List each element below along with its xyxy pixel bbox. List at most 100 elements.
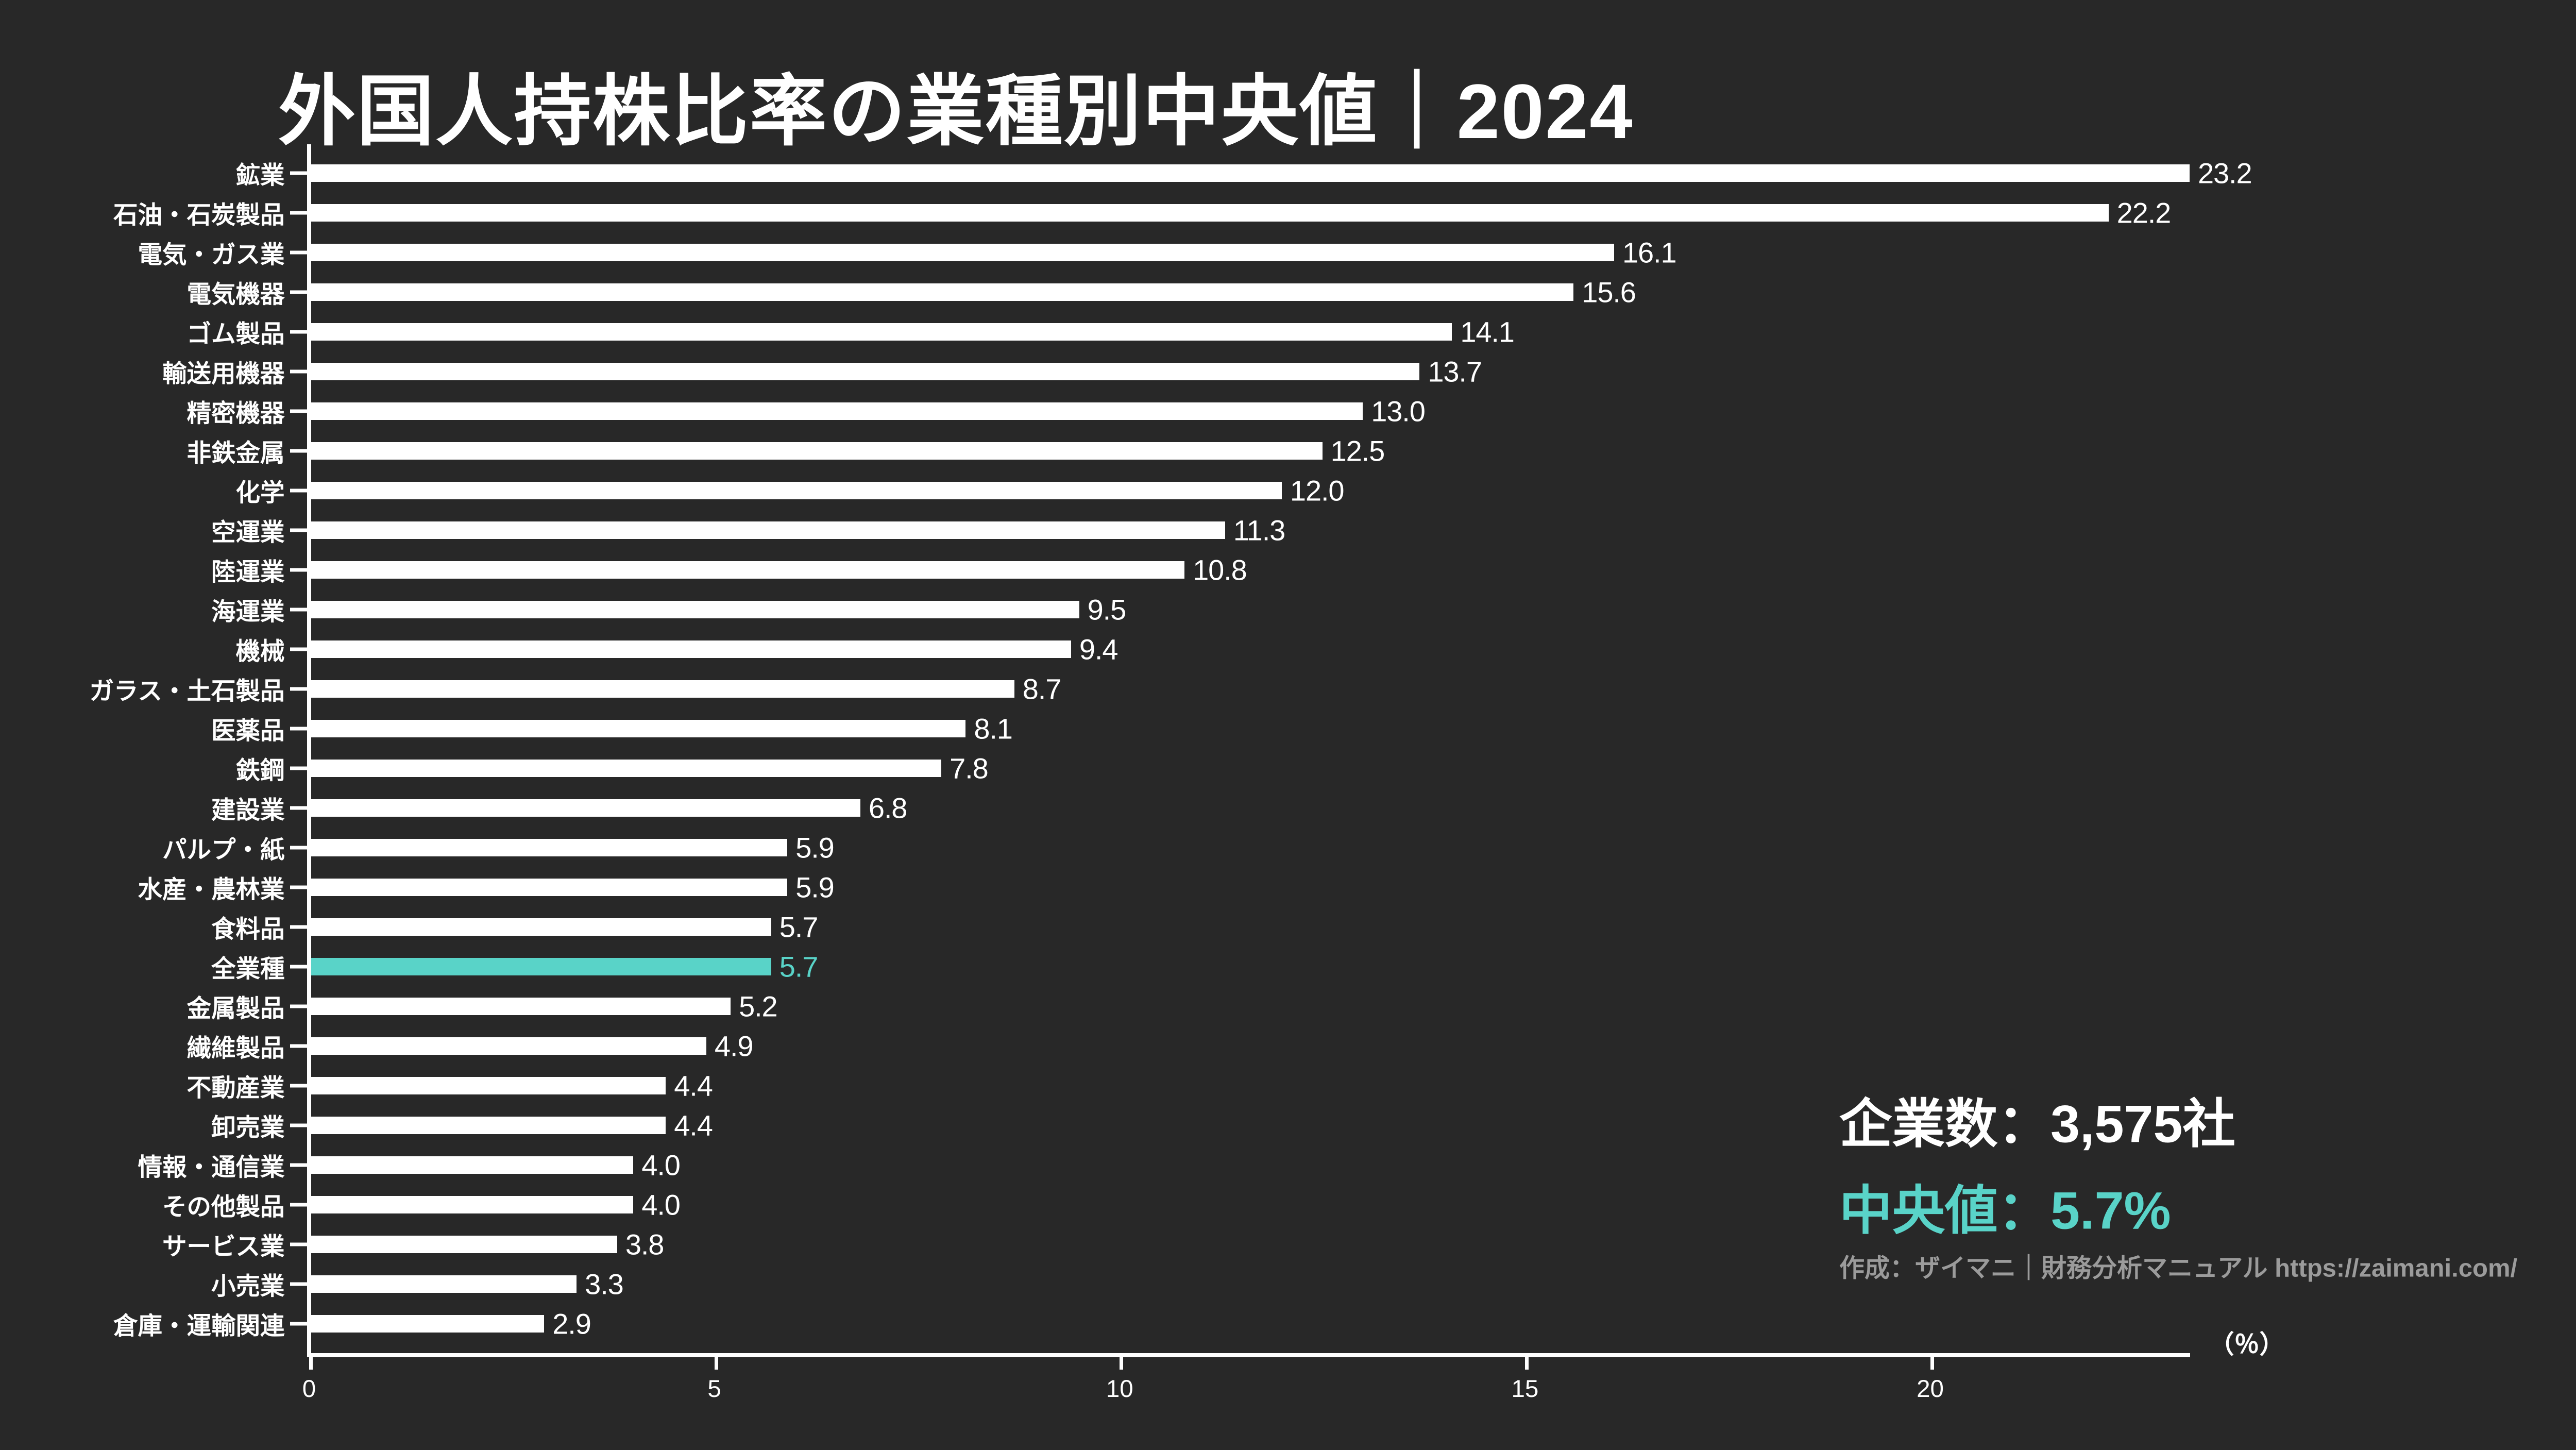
bar-value-label: 3.8	[625, 1228, 665, 1261]
bar	[309, 680, 1014, 698]
bar-value-label: 16.1	[1622, 236, 1677, 269]
x-axis-tick-label: 20	[1917, 1375, 1944, 1403]
company-count-label: 企業数：3,575社	[1839, 1094, 2236, 1154]
category-label: サービス業	[162, 1233, 285, 1261]
y-axis-tick	[290, 727, 307, 731]
x-axis-line	[307, 1353, 2190, 1357]
x-axis-tick	[1524, 1355, 1529, 1370]
bar-value-label: 5.7	[779, 950, 819, 983]
bar-value-label: 8.7	[1022, 672, 1062, 705]
bar-value-label: 4.0	[641, 1188, 681, 1221]
category-label: 水産・農林業	[138, 876, 285, 904]
y-axis-tick	[290, 1123, 307, 1127]
category-label: 小売業	[211, 1273, 285, 1301]
y-axis-tick	[290, 1084, 307, 1088]
y-axis-tick	[290, 885, 307, 889]
y-axis-tick	[290, 925, 307, 929]
bar	[309, 323, 1452, 341]
category-label: 陸運業	[211, 559, 285, 586]
bar-value-label: 3.3	[585, 1268, 624, 1301]
category-label: 輸送用機器	[162, 360, 285, 388]
y-axis-tick	[290, 1044, 307, 1048]
y-axis-tick	[290, 250, 307, 255]
bar	[309, 601, 1079, 618]
x-axis-unit-label: （％）	[2209, 1330, 2285, 1359]
y-axis-tick	[290, 409, 307, 413]
bar-value-label: 12.5	[1330, 434, 1385, 467]
bar	[309, 720, 966, 737]
x-axis-tick-label: 10	[1106, 1375, 1133, 1403]
bar	[309, 1117, 666, 1134]
bar-value-label: 4.4	[674, 1069, 713, 1102]
y-axis-tick	[290, 1004, 307, 1008]
bar	[309, 1315, 545, 1333]
category-label: ガラス・土石製品	[89, 678, 285, 705]
bar-value-label: 5.9	[795, 871, 835, 904]
y-axis-tick	[290, 369, 307, 374]
category-label: 非鉄金属	[187, 440, 285, 467]
median-value-label: 中央値：5.7%	[1839, 1181, 2171, 1240]
bar-value-label: 4.9	[714, 1030, 754, 1063]
category-label: その他製品	[162, 1193, 285, 1221]
category-label: 医薬品	[211, 717, 285, 745]
bar-value-label: 13.0	[1371, 395, 1426, 428]
bar	[309, 799, 860, 817]
y-axis-tick	[290, 1322, 307, 1326]
bar-value-label: 14.1	[1460, 315, 1515, 348]
chart-title: 外国人持株比率の業種別中央値｜2024	[278, 68, 1634, 155]
bar-value-label: 5.7	[779, 911, 819, 943]
y-axis-tick	[290, 1163, 307, 1167]
bar	[309, 1196, 634, 1213]
bar	[309, 402, 1363, 420]
bar	[309, 640, 1071, 658]
bar	[309, 482, 1282, 499]
category-label: 化学	[235, 479, 285, 507]
y-axis-tick	[290, 528, 307, 532]
x-axis-tick-label: 5	[707, 1375, 721, 1403]
y-axis-tick	[290, 766, 307, 770]
x-axis-tick	[1120, 1355, 1124, 1370]
bar-value-label: 9.5	[1087, 593, 1127, 626]
bar-value-label: 13.7	[1428, 355, 1482, 388]
bar	[309, 998, 731, 1015]
x-axis-tick-label: 0	[302, 1375, 316, 1403]
category-label: 倉庫・運輸関連	[113, 1312, 285, 1340]
bar-value-label: 7.8	[950, 752, 989, 785]
y-axis-tick	[290, 568, 307, 572]
bar	[309, 839, 788, 856]
bar	[309, 760, 942, 777]
y-axis-tick	[290, 290, 307, 294]
category-label: 機械	[235, 638, 285, 666]
category-label: 海運業	[211, 598, 285, 626]
y-axis-line	[307, 144, 311, 1357]
category-label: 不動産業	[187, 1074, 285, 1102]
x-axis-tick	[309, 1355, 313, 1370]
bar	[309, 283, 1574, 301]
y-axis-tick	[290, 330, 307, 334]
category-label: 繊維製品	[187, 1035, 285, 1063]
bar	[309, 1037, 706, 1055]
bar	[309, 1275, 577, 1293]
category-label: 鉄鋼	[235, 757, 285, 785]
y-axis-tick	[290, 171, 307, 175]
y-axis-tick	[290, 608, 307, 612]
category-label: 卸売業	[211, 1114, 285, 1142]
bar-value-label: 15.6	[1582, 276, 1636, 309]
x-axis-tick-label: 15	[1511, 1375, 1539, 1403]
bar-value-label: 4.0	[641, 1149, 681, 1182]
category-label: 鉱業	[235, 162, 285, 190]
bar-value-label: 12.0	[1290, 474, 1345, 507]
category-label: ゴム製品	[187, 321, 285, 348]
category-label: 空運業	[211, 519, 285, 547]
category-label: 石油・石炭製品	[113, 201, 285, 229]
bar	[309, 918, 771, 936]
category-label: 電気機器	[187, 281, 285, 309]
bar	[309, 244, 1614, 261]
category-label: 金属製品	[187, 995, 285, 1023]
category-label: 精密機器	[187, 400, 285, 428]
y-axis-tick	[290, 965, 307, 969]
bar	[309, 442, 1323, 460]
bar-value-label: 4.4	[674, 1109, 713, 1142]
bar	[309, 521, 1225, 539]
